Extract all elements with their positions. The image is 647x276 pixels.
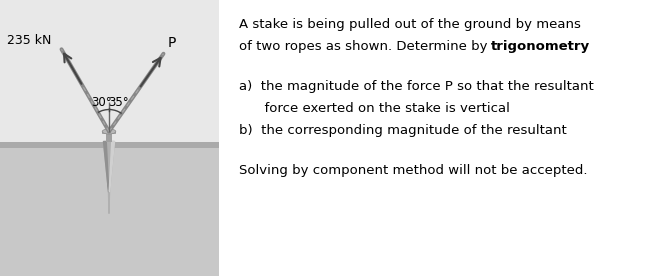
Text: Solving by component method will not be accepted.: Solving by component method will not be …	[239, 164, 587, 177]
Bar	[0, 0, 219, 276]
Text: b)  the corresponding magnitude of the resultant: b) the corresponding magnitude of the re…	[239, 124, 566, 137]
Text: of two ropes as shown. Determine by: of two ropes as shown. Determine by	[239, 40, 492, 53]
Text: trigonometry: trigonometry	[490, 40, 590, 53]
Ellipse shape	[102, 129, 116, 134]
Bar	[102, 131, 116, 134]
Polygon shape	[109, 142, 115, 192]
Text: force exerted on the stake is vertical: force exerted on the stake is vertical	[239, 102, 510, 115]
Bar	[219, 0, 647, 276]
Polygon shape	[104, 142, 109, 192]
Text: 235 kN: 235 kN	[6, 34, 51, 47]
Text: 30°: 30°	[91, 96, 111, 109]
Text: a)  the magnitude of the force P so that the resultant: a) the magnitude of the force P so that …	[239, 80, 593, 93]
Bar	[106, 132, 112, 142]
Text: 35°: 35°	[107, 96, 128, 109]
Polygon shape	[104, 142, 115, 214]
Text: P: P	[168, 36, 176, 50]
Bar	[0, 144, 219, 276]
Text: A stake is being pulled out of the ground by means: A stake is being pulled out of the groun…	[239, 18, 580, 31]
Bar	[0, 142, 219, 147]
